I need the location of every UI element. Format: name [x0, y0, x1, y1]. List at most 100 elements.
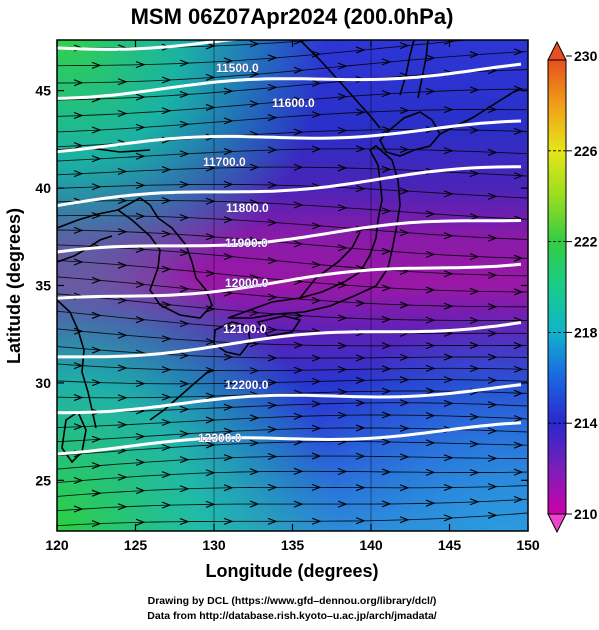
- wind-arrow: [425, 412, 436, 420]
- wind-arrow: [135, 380, 146, 388]
- y-axis-label: Latitude (degrees): [4, 208, 24, 364]
- colorbar-min-arrow: [547, 513, 567, 534]
- wind-arrow: [337, 126, 348, 135]
- wind-arrow: [135, 316, 146, 324]
- colorbar-tick-label: 226: [574, 143, 598, 159]
- wind-arrow: [355, 145, 366, 153]
- wind-arrow: [470, 22, 478, 28]
- wind-arrow: [161, 443, 172, 451]
- wind-arrow: [249, 70, 260, 78]
- contour-label: 12300.0: [198, 431, 242, 445]
- wind-arrow: [267, 452, 278, 460]
- wind-arrow: [443, 270, 454, 278]
- map-title: MSM 06Z07Apr2024 (200.0hPa): [131, 4, 454, 29]
- wind-arrow: [311, 145, 322, 153]
- height-contour: [57, 262, 522, 300]
- wind-arrow: [179, 181, 190, 189]
- wind-arrow: [513, 254, 524, 262]
- wind-arrow: [381, 500, 392, 508]
- wind-arrow: [161, 393, 172, 401]
- wind-arrow: [117, 109, 128, 118]
- streamline: [57, 512, 528, 527]
- wind-arrow: [487, 376, 498, 384]
- wind-arrow: [223, 180, 234, 188]
- wind-arrow: [179, 352, 190, 360]
- contour-label: 12200.0: [225, 378, 269, 392]
- wind-arrow: [293, 312, 304, 320]
- height-contour: [57, 383, 522, 415]
- wind-arrow: [267, 517, 278, 525]
- wind-arrow: [223, 353, 234, 361]
- wind-arrow: [135, 61, 146, 69]
- wind-arrow: [267, 354, 278, 362]
- wind-arrow: [469, 51, 480, 59]
- contour-label: 11500.0: [216, 61, 259, 75]
- wind-arrow: [487, 427, 498, 435]
- wind-arrow: [355, 517, 366, 525]
- wind-arrow: [513, 48, 524, 56]
- wind-arrow: [91, 435, 102, 443]
- wind-arrow: [381, 315, 392, 323]
- wind-arrow: [425, 210, 436, 218]
- wind-arrow: [355, 46, 366, 54]
- wind-arrow: [179, 214, 190, 222]
- wind-arrow: [399, 42, 410, 50]
- wind-arrow: [223, 216, 234, 224]
- wind-arrow: [425, 468, 436, 476]
- wind-arrow: [311, 50, 322, 58]
- wind-arrow: [513, 441, 524, 449]
- wind-arrow: [73, 142, 84, 150]
- wind-arrow: [249, 199, 260, 207]
- wind-arrow: [293, 366, 304, 374]
- wind-arrow: [399, 145, 410, 154]
- wind-arrow: [469, 469, 480, 477]
- wind-arrow: [73, 258, 84, 266]
- wind-arrow: [179, 59, 190, 67]
- wind-arrow: [311, 483, 322, 491]
- wind-arrow: [337, 93, 348, 101]
- wind-arrow: [179, 285, 190, 293]
- wind-arrow: [443, 454, 454, 462]
- x-axis-label: Longitude (degrees): [205, 561, 378, 581]
- wind-arrow: [381, 342, 392, 350]
- wind-arrow: [223, 117, 234, 125]
- wind-arrow: [293, 201, 304, 209]
- coastlines: [57, 40, 521, 464]
- wind-arrow: [355, 299, 366, 307]
- x-tick-label: 135: [281, 537, 305, 553]
- wind-arrow: [355, 108, 366, 116]
- wind-arrow: [161, 230, 172, 238]
- wind-arrow: [161, 418, 172, 426]
- wind-arrow: [337, 314, 348, 322]
- wind-arrow: [249, 163, 260, 171]
- wind-arrow: [513, 415, 524, 423]
- wind-arrow: [425, 499, 436, 507]
- wind-arrow: [514, 18, 522, 24]
- wind-arrow: [249, 309, 260, 317]
- wind-arrow: [135, 487, 146, 495]
- wind-arrow: [337, 204, 348, 212]
- contour-label: 11800.0: [226, 201, 269, 215]
- wind-arrow: [469, 170, 480, 178]
- wind-arrow: [355, 452, 366, 460]
- wind-arrow: [161, 501, 172, 509]
- wind-arrow: [469, 287, 480, 295]
- contour-label: 11700.0: [203, 155, 246, 169]
- wind-arrow: [223, 253, 234, 261]
- wind-arrow: [91, 311, 102, 319]
- wind-arrow: [267, 181, 278, 189]
- wind-arrow: [311, 261, 322, 269]
- wind-arrow: [267, 114, 278, 122]
- wind-arrow: [293, 96, 304, 104]
- height-contour: [57, 421, 522, 456]
- wind-arrow: [293, 128, 304, 136]
- y-tick-label: 30: [35, 375, 51, 391]
- wind-arrow: [161, 471, 172, 479]
- wind-arrow: [91, 212, 102, 220]
- wind-arrow: [487, 192, 498, 200]
- wind-arrow: [513, 495, 524, 504]
- wind-arrow: [443, 106, 454, 114]
- height-contour: [57, 119, 522, 154]
- wind-arrow: [161, 107, 172, 115]
